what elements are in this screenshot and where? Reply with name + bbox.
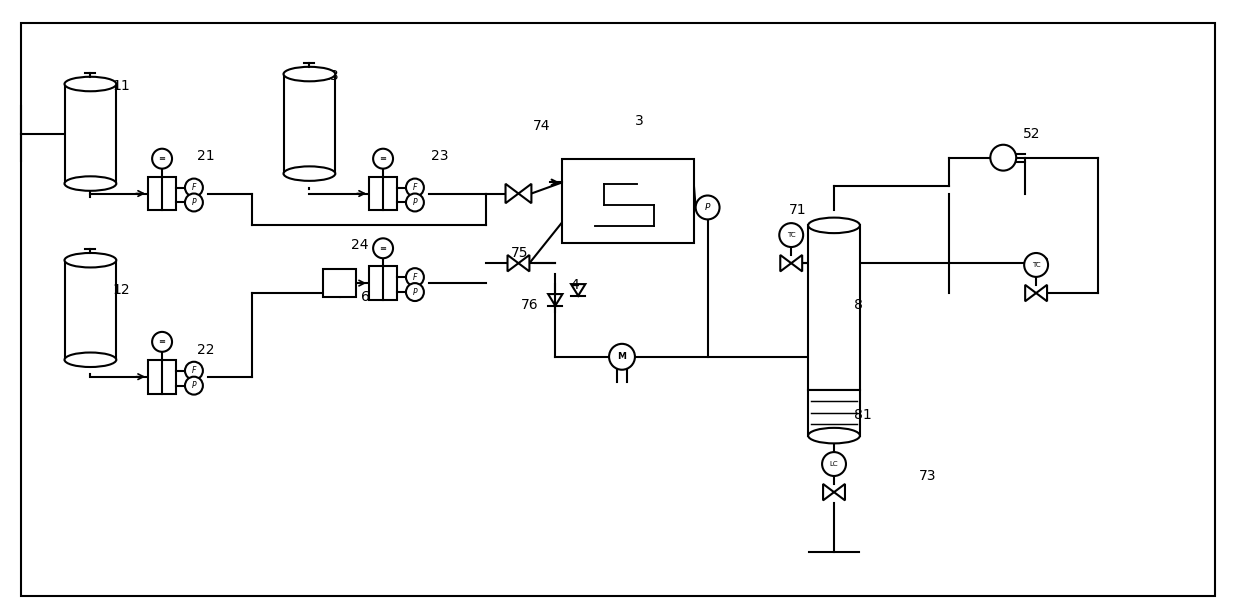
Text: 24: 24 — [351, 238, 368, 252]
Circle shape — [405, 194, 424, 212]
Text: LC: LC — [830, 461, 838, 467]
Circle shape — [153, 332, 172, 352]
Text: 21: 21 — [197, 149, 215, 163]
Text: 6: 6 — [361, 290, 370, 304]
Text: F: F — [192, 183, 196, 192]
Polygon shape — [1025, 285, 1037, 301]
Bar — [370, 177, 397, 210]
Bar — [284, 74, 335, 173]
Circle shape — [696, 196, 719, 220]
Bar — [370, 266, 397, 300]
Text: P: P — [413, 198, 417, 207]
Text: 4: 4 — [570, 278, 579, 292]
Text: TC: TC — [1032, 262, 1040, 268]
Polygon shape — [506, 184, 518, 203]
Ellipse shape — [808, 218, 859, 233]
Circle shape — [373, 239, 393, 258]
Bar — [148, 177, 176, 210]
Text: F: F — [192, 366, 196, 375]
Text: 22: 22 — [197, 343, 215, 357]
Bar — [64, 84, 117, 183]
Text: 71: 71 — [789, 204, 807, 218]
Text: P: P — [192, 198, 196, 207]
Text: 52: 52 — [1023, 127, 1040, 141]
Text: 72: 72 — [1033, 256, 1050, 270]
Text: ≡: ≡ — [159, 154, 166, 163]
Polygon shape — [780, 255, 791, 271]
Text: 51: 51 — [615, 355, 632, 370]
Text: 81: 81 — [854, 408, 872, 421]
Circle shape — [779, 223, 804, 247]
Text: 13: 13 — [321, 69, 339, 83]
Circle shape — [991, 145, 1017, 170]
Ellipse shape — [64, 253, 117, 268]
Text: 11: 11 — [113, 79, 130, 93]
Circle shape — [405, 178, 424, 197]
Text: 12: 12 — [113, 283, 130, 297]
Ellipse shape — [64, 352, 117, 367]
Circle shape — [373, 149, 393, 169]
Polygon shape — [518, 255, 529, 271]
Circle shape — [185, 362, 203, 379]
Bar — [562, 159, 693, 244]
Text: TC: TC — [787, 232, 796, 238]
Ellipse shape — [808, 428, 859, 443]
Text: P: P — [413, 288, 417, 296]
Ellipse shape — [64, 77, 117, 91]
Ellipse shape — [284, 167, 335, 181]
Bar — [64, 260, 117, 360]
Bar — [148, 360, 176, 394]
Text: 75: 75 — [511, 246, 528, 260]
Polygon shape — [823, 484, 835, 501]
Polygon shape — [1037, 285, 1047, 301]
Circle shape — [822, 452, 846, 476]
Text: F: F — [413, 272, 417, 282]
Text: M: M — [618, 352, 626, 361]
Circle shape — [405, 283, 424, 301]
Circle shape — [185, 376, 203, 395]
Circle shape — [609, 344, 635, 370]
Text: ≡: ≡ — [379, 154, 387, 163]
Circle shape — [405, 268, 424, 286]
Text: F: F — [413, 183, 417, 192]
Circle shape — [1024, 253, 1048, 277]
Polygon shape — [791, 255, 802, 271]
Polygon shape — [835, 484, 844, 501]
Bar — [808, 225, 859, 390]
Text: P: P — [704, 203, 711, 212]
Text: 23: 23 — [430, 149, 449, 163]
Polygon shape — [507, 255, 518, 271]
Bar — [324, 269, 356, 297]
Text: 74: 74 — [532, 119, 549, 133]
Circle shape — [185, 178, 203, 197]
Polygon shape — [518, 184, 532, 203]
Ellipse shape — [64, 177, 117, 191]
Text: P: P — [192, 381, 196, 390]
Bar — [808, 390, 859, 435]
Text: ≡: ≡ — [159, 338, 166, 346]
Circle shape — [153, 149, 172, 169]
Text: ≡: ≡ — [379, 244, 387, 253]
Text: 76: 76 — [521, 298, 538, 312]
Text: 8: 8 — [854, 298, 863, 312]
Text: 73: 73 — [919, 469, 936, 483]
Text: 3: 3 — [635, 114, 644, 128]
Circle shape — [185, 194, 203, 212]
Ellipse shape — [284, 67, 335, 81]
